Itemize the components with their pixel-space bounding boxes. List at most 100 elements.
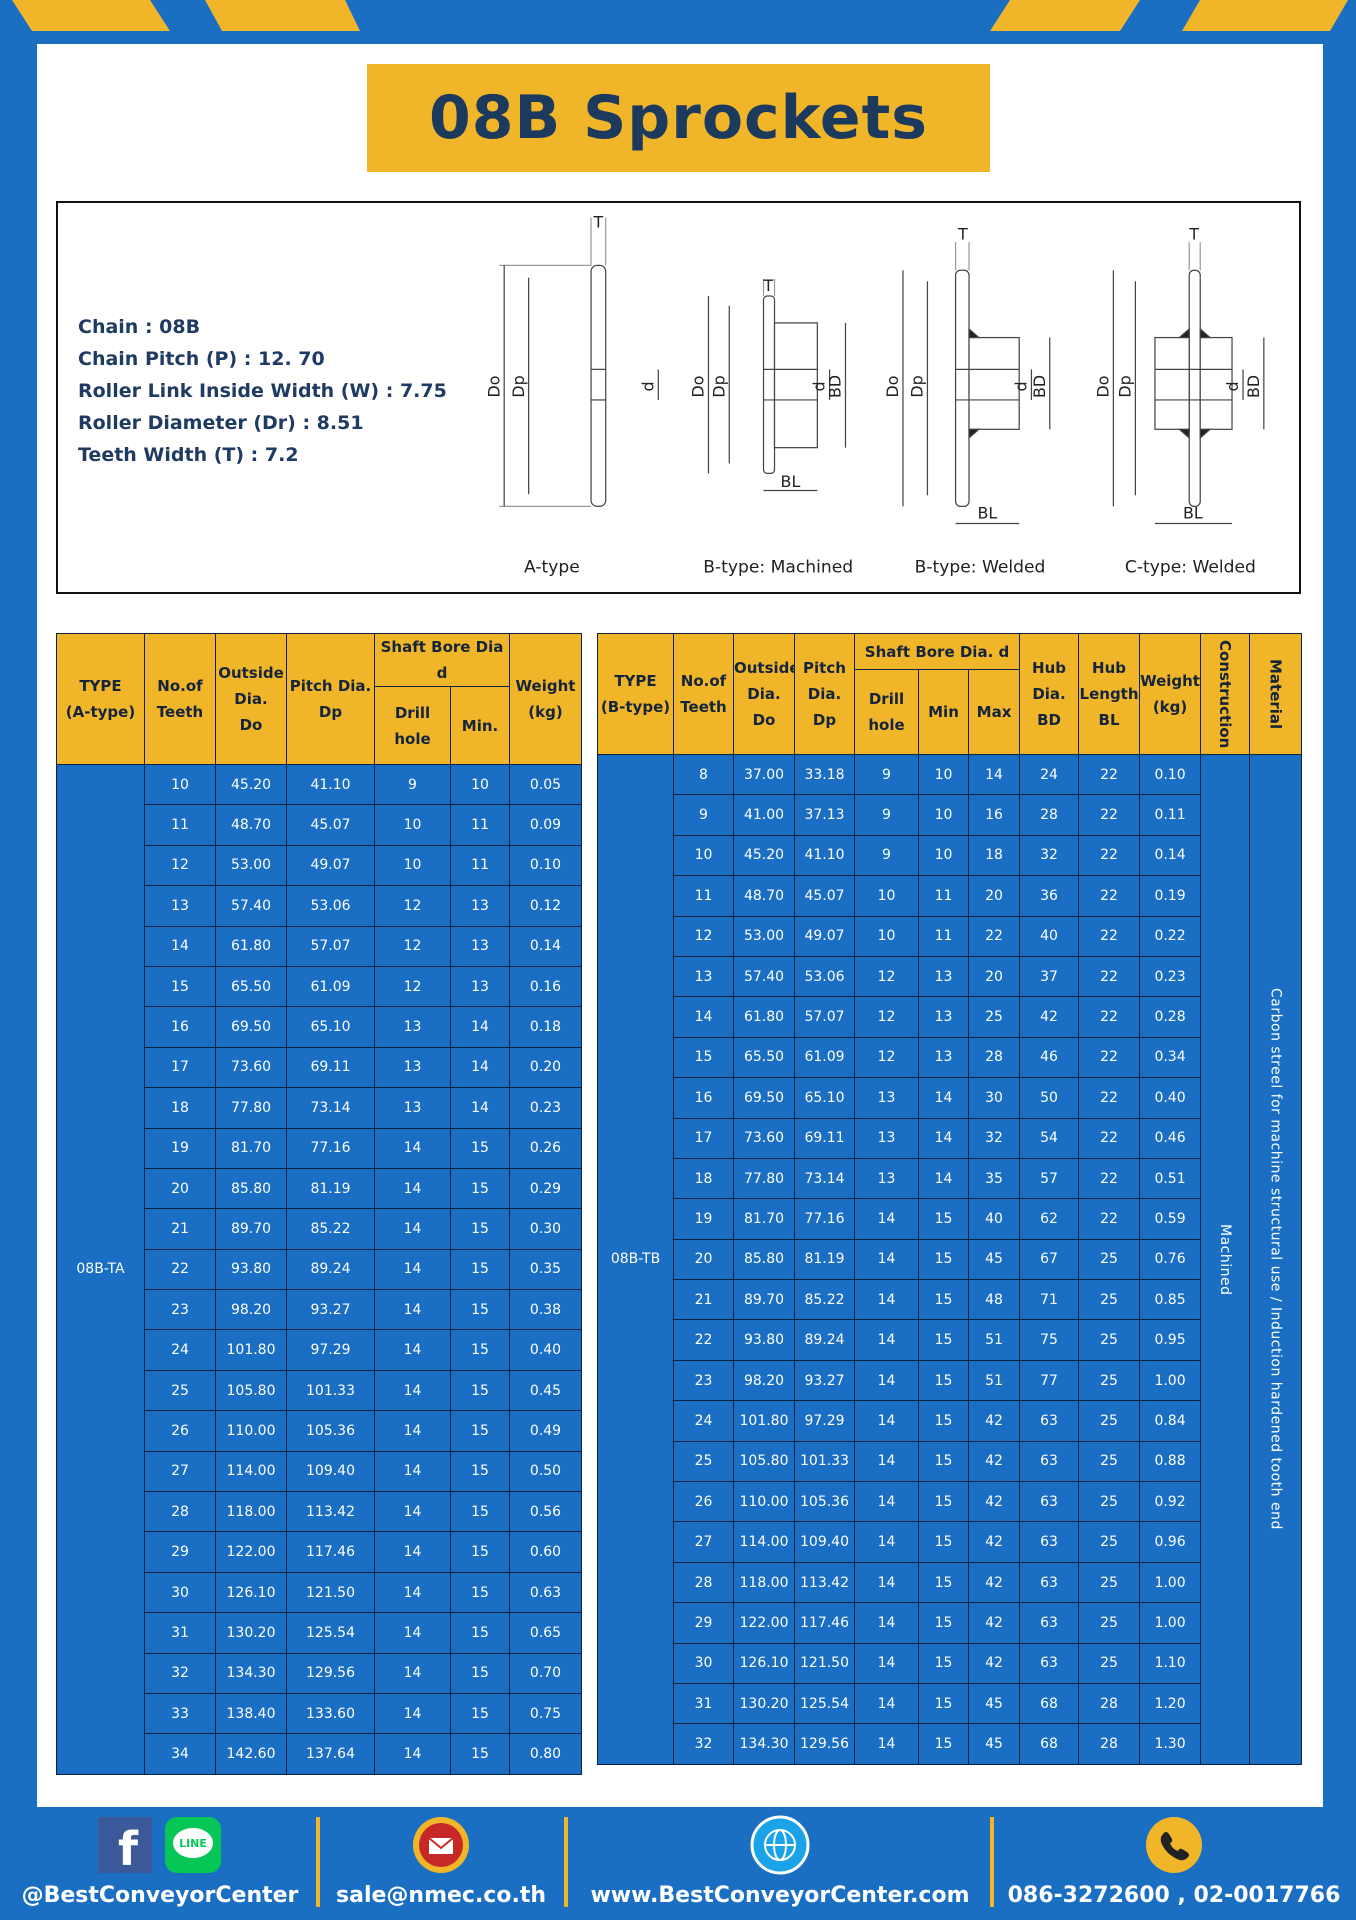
cell: 45.20	[215, 763, 287, 806]
data-row: 11 48.70 45.07 10 11 0.09	[57, 804, 583, 846]
cell: 25	[144, 1369, 216, 1412]
data-row: 15 65.50 61.09 12 13 28 46 22 0.34	[598, 1036, 1302, 1079]
cell: 14	[854, 1682, 919, 1725]
cell: 51	[967, 1359, 1021, 1402]
cell: 0.34	[1139, 1036, 1202, 1079]
cell: 19	[144, 1127, 216, 1169]
cell: 13	[673, 955, 734, 998]
divider	[316, 1817, 320, 1907]
cell: 126.10	[215, 1571, 287, 1614]
cell: 53.06	[794, 955, 855, 998]
cell: 0.09	[509, 804, 583, 846]
spec-list: Chain : 08B Chain Pitch (P) : 12. 70 Rolle…	[78, 311, 447, 471]
cell: 13	[854, 1157, 919, 1200]
cell: 24	[673, 1400, 734, 1442]
cell: 65.10	[286, 1006, 375, 1048]
cell: 98.20	[733, 1359, 795, 1402]
email[interactable]: sale@nmec.co.th	[336, 1883, 546, 1908]
cell: 0.59	[1139, 1198, 1202, 1240]
cell: 32	[144, 1652, 216, 1694]
data-row: 18 77.80 73.14 13 14 0.23	[57, 1087, 583, 1129]
cell: 37	[1019, 955, 1080, 998]
cell: 93.80	[215, 1248, 287, 1291]
cell: 15	[918, 1521, 969, 1563]
website[interactable]: www.BestConveyorCenter.com	[590, 1883, 970, 1908]
cell: 28	[1078, 1682, 1141, 1725]
cell: 22	[1078, 1198, 1141, 1240]
cell: 37.13	[794, 794, 855, 836]
line-bubble	[173, 1828, 213, 1858]
diagram-caption: B-type: Machined	[703, 557, 853, 577]
cell: 57	[1019, 1157, 1080, 1200]
column-header: TYPE (A-type)	[56, 633, 145, 765]
data-row: 17 73.60 69.11 13 14 0.20	[57, 1046, 583, 1089]
cell: 10	[374, 844, 451, 887]
spec-label: Chain Pitch (P)	[78, 348, 238, 370]
header-text: (kg)	[1152, 698, 1188, 716]
cell: 24	[144, 1329, 216, 1371]
cell: 23	[673, 1359, 734, 1402]
cell: 0.70	[509, 1652, 583, 1694]
dim-label: T	[957, 225, 968, 244]
cell: 85.80	[215, 1167, 287, 1210]
header-text: Outside	[734, 659, 795, 677]
table-body: 08B-TB 8 37.00 33.18 9 10 14 24 22 0.10 Machined Ca…	[597, 753, 1303, 1765]
cell: 57.07	[286, 925, 375, 967]
cell: 0.84	[1139, 1400, 1202, 1442]
cell: 15	[918, 1642, 969, 1684]
cell: 14	[854, 1723, 919, 1765]
cell: 0.12	[509, 885, 583, 927]
weld	[1199, 327, 1212, 339]
sub-header: Drill hole	[374, 686, 451, 765]
cell: 48.70	[215, 804, 287, 846]
data-row: 31 130.20 125.54 14 15 45 68 28 1.20	[598, 1682, 1302, 1725]
sprocket-diagrams: T Do Dp d T Do Dp d BD BL T Do Dp d BD B…	[484, 212, 1265, 577]
cell: 23	[144, 1289, 216, 1331]
data-row: 27 114.00 109.40 14 15 42 63 25 0.96	[598, 1521, 1302, 1563]
data-row: 21 89.70 85.22 14 15 0.30	[57, 1208, 583, 1250]
cell: 122.00	[733, 1602, 795, 1644]
cell: 13	[918, 996, 969, 1038]
cell: 69.11	[794, 1117, 855, 1159]
cell: 19	[673, 1198, 734, 1240]
header-text: Dia.	[807, 685, 842, 703]
cell: 20	[144, 1167, 216, 1210]
cell: 25	[967, 996, 1021, 1038]
facebook-icon[interactable]	[98, 1817, 152, 1873]
weld	[1199, 428, 1212, 440]
social-handle[interactable]: @BestConveyorCenter	[21, 1883, 299, 1908]
cell: 25	[1078, 1238, 1141, 1281]
dim-label: BL	[781, 472, 801, 491]
data-row: 33 138.40 133.60 14 15 0.75	[57, 1692, 583, 1735]
cell: 13	[449, 965, 511, 1008]
column-header: TYPE (B-type)	[597, 633, 674, 755]
sub-header: Min	[918, 669, 969, 755]
cell: 77.80	[215, 1087, 287, 1129]
dim-label: Dp	[1115, 375, 1134, 397]
data-row: 13 57.40 53.06 12 13 0.12	[57, 885, 583, 927]
cell: 22	[1078, 834, 1141, 877]
spec-separator: :	[295, 412, 317, 434]
type-cell: 08B-TA	[56, 764, 145, 1775]
cell: 62	[1019, 1198, 1080, 1240]
data-row: 27 114.00 109.40 14 15 0.50	[57, 1450, 583, 1493]
cell: 42	[967, 1440, 1021, 1483]
diagram-caption: C-type: Welded	[1125, 557, 1256, 577]
cell: 25	[1078, 1400, 1141, 1442]
cell: 53.00	[215, 844, 287, 887]
cell: 69.50	[215, 1006, 287, 1048]
type-cell: 08B-TB	[597, 754, 674, 1765]
cell: 14	[854, 1238, 919, 1281]
cell: 0.20	[509, 1046, 583, 1089]
cell: 57.07	[794, 996, 855, 1038]
cell: 77.16	[794, 1198, 855, 1240]
cell: 138.40	[215, 1692, 287, 1735]
dim-label: BL	[1183, 504, 1203, 523]
cell: 1.10	[1139, 1642, 1202, 1684]
cell: 105.80	[215, 1369, 287, 1412]
phone[interactable]: 086-3272600 , 02-0017766	[1007, 1883, 1341, 1908]
cell: 0.11	[1139, 794, 1202, 836]
phone-icon[interactable]	[1146, 1817, 1202, 1873]
cell: 51	[967, 1319, 1021, 1361]
cell: 14	[967, 753, 1021, 796]
